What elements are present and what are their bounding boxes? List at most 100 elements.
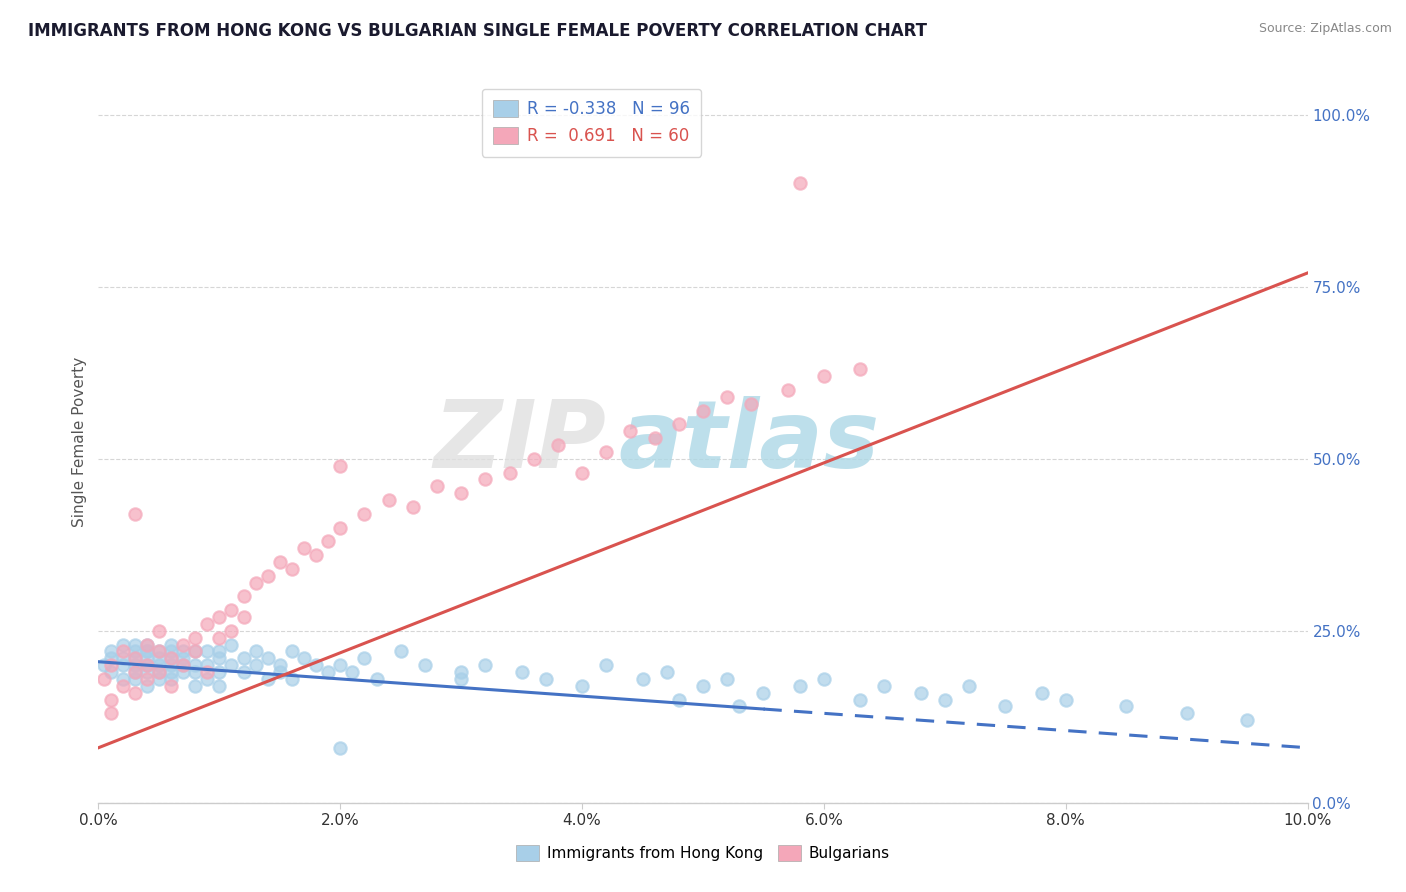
Point <box>135 651 157 665</box>
Point <box>269 665 291 679</box>
Point <box>208 651 231 665</box>
Point <box>377 493 399 508</box>
Point <box>631 672 654 686</box>
Point <box>111 638 134 652</box>
Point <box>184 644 207 658</box>
Point <box>668 417 690 432</box>
Point <box>849 362 872 376</box>
Point <box>208 679 231 693</box>
Point <box>111 651 134 665</box>
Point <box>910 686 932 700</box>
Point <box>595 445 617 459</box>
Point <box>450 665 472 679</box>
Point <box>195 672 218 686</box>
Point <box>668 692 690 706</box>
Point <box>245 644 267 658</box>
Point <box>221 658 243 673</box>
Point <box>124 507 146 521</box>
Point <box>292 541 315 556</box>
Point <box>172 658 194 673</box>
Point <box>111 672 134 686</box>
Point <box>221 603 243 617</box>
Point <box>450 486 472 500</box>
Point <box>172 658 194 673</box>
Y-axis label: Single Female Poverty: Single Female Poverty <box>72 357 87 526</box>
Point <box>148 665 170 679</box>
Point <box>389 644 412 658</box>
Point <box>692 403 714 417</box>
Point <box>148 672 170 686</box>
Point <box>353 507 375 521</box>
Point <box>873 679 896 693</box>
Point <box>160 651 183 665</box>
Point <box>100 658 122 673</box>
Point <box>571 679 593 693</box>
Point <box>269 555 291 569</box>
Point <box>93 658 115 673</box>
Point <box>208 631 231 645</box>
Point <box>366 672 388 686</box>
Point <box>644 431 666 445</box>
Point <box>148 658 170 673</box>
Point <box>316 665 339 679</box>
Point <box>329 658 352 673</box>
Point <box>281 644 304 658</box>
Point <box>534 672 557 686</box>
Point <box>245 575 267 590</box>
Point <box>160 672 183 686</box>
Point <box>426 479 449 493</box>
Point <box>716 390 738 404</box>
Point <box>547 438 569 452</box>
Point <box>329 458 352 473</box>
Point <box>135 672 157 686</box>
Point <box>148 651 170 665</box>
Point <box>510 665 533 679</box>
Point <box>135 665 157 679</box>
Point <box>135 658 157 673</box>
Point <box>184 658 207 673</box>
Point <box>1236 713 1258 727</box>
Point <box>148 644 170 658</box>
Point <box>195 644 218 658</box>
Point <box>160 679 183 693</box>
Point <box>232 610 254 624</box>
Point <box>413 658 436 673</box>
Point <box>256 568 278 582</box>
Point <box>148 624 170 638</box>
Point <box>135 679 157 693</box>
Text: Source: ZipAtlas.com: Source: ZipAtlas.com <box>1258 22 1392 36</box>
Point <box>124 665 146 679</box>
Point <box>353 651 375 665</box>
Point <box>172 644 194 658</box>
Point <box>957 679 980 693</box>
Point <box>342 665 364 679</box>
Point <box>232 590 254 604</box>
Point <box>692 679 714 693</box>
Point <box>256 672 278 686</box>
Point <box>1031 686 1053 700</box>
Point <box>474 472 496 486</box>
Point <box>655 665 678 679</box>
Point <box>1115 699 1137 714</box>
Point <box>172 638 194 652</box>
Point <box>111 679 134 693</box>
Point <box>221 624 243 638</box>
Point <box>281 562 304 576</box>
Point <box>245 658 267 673</box>
Point <box>232 651 254 665</box>
Point <box>148 644 170 658</box>
Point <box>1175 706 1198 721</box>
Point <box>195 616 218 631</box>
Point <box>124 638 146 652</box>
Point <box>474 658 496 673</box>
Point <box>160 644 183 658</box>
Point <box>111 658 134 673</box>
Text: ZIP: ZIP <box>433 395 606 488</box>
Point <box>221 638 243 652</box>
Point <box>740 397 762 411</box>
Point <box>160 651 183 665</box>
Point <box>124 665 146 679</box>
Point <box>124 672 146 686</box>
Point <box>100 665 122 679</box>
Point <box>789 679 811 693</box>
